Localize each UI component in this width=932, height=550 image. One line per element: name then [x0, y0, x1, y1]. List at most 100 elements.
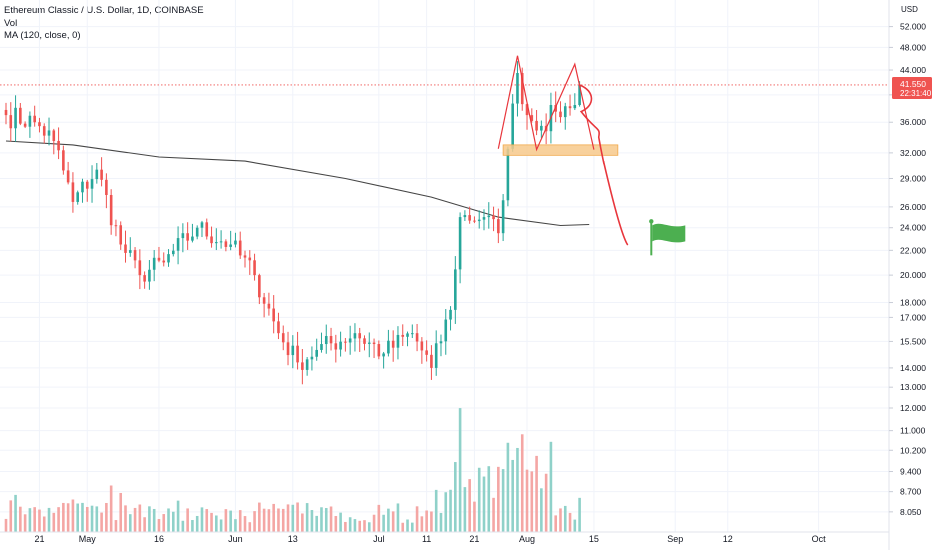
volume-bar: [477, 467, 481, 532]
candle-body: [33, 115, 36, 123]
volume-bar: [210, 512, 213, 532]
volume-bar: [262, 508, 266, 532]
candle-body: [411, 333, 414, 335]
time-axis-label: May: [79, 534, 97, 544]
volume-bar: [114, 520, 118, 532]
candle-body: [454, 269, 457, 310]
volume-bar: [42, 516, 46, 532]
candle-body: [358, 333, 362, 339]
volume-bar: [152, 508, 156, 532]
volume-bars: [4, 408, 581, 532]
candle-body: [47, 130, 51, 136]
candle-body: [100, 169, 103, 180]
volume-bar: [473, 501, 476, 532]
candle-body: [324, 336, 328, 345]
volume-bar: [215, 515, 218, 532]
volume-bar: [497, 466, 500, 532]
candle-body: [315, 349, 318, 357]
candle-body: [138, 260, 142, 276]
candle-body: [535, 120, 538, 131]
volume-bar: [181, 520, 185, 532]
candle-body: [497, 219, 500, 234]
volume-bar: [9, 500, 13, 532]
candle-body: [219, 241, 223, 243]
volume-bar: [377, 504, 381, 532]
price-axis-label: 8.700: [900, 487, 922, 497]
volume-bar: [224, 509, 228, 532]
support-zone[interactable]: [502, 144, 619, 156]
flag-icon[interactable]: [649, 219, 686, 256]
volume-bar: [353, 519, 357, 532]
last-price-badge: [892, 76, 932, 99]
volume-bar: [14, 494, 17, 532]
volume-bar: [234, 519, 237, 532]
volume-bar: [468, 479, 471, 532]
volume-bar: [554, 515, 557, 532]
chart-legend: Ethereum Classic / U.S. Dollar, 1D, COIN…: [4, 5, 204, 43]
moving-average-label[interactable]: MA (120, close, 0): [4, 30, 81, 41]
price-axis-label: 8.050: [900, 507, 922, 517]
price-axis[interactable]: USD52.00048.00044.00040.00036.00032.0002…: [888, 0, 932, 550]
candle-body: [363, 338, 366, 344]
candle-body: [516, 73, 519, 104]
candle-body: [23, 123, 27, 127]
volume-bar: [205, 509, 209, 532]
double-top-zigzag[interactable]: [497, 55, 595, 152]
candle-body: [128, 250, 132, 253]
volume-bar: [506, 442, 510, 532]
candle-body: [38, 122, 41, 127]
volume-bar: [411, 522, 414, 532]
candle-body: [444, 319, 448, 342]
volume-bar: [119, 492, 123, 532]
volume-bar: [248, 522, 252, 532]
volume-bar: [511, 459, 514, 532]
volume-bar: [430, 511, 433, 532]
volume-bar: [172, 511, 175, 532]
candle-body: [133, 250, 137, 261]
grid: [0, 0, 889, 532]
volume-bar: [516, 447, 519, 532]
volume-bar: [540, 488, 543, 532]
volume-bar: [124, 505, 127, 532]
candle-body: [425, 350, 428, 355]
volume-bar: [253, 511, 256, 532]
time-axis-label: Oct: [812, 534, 827, 544]
candle-body: [234, 240, 237, 245]
volume-bar: [482, 476, 486, 532]
volume-bar: [396, 503, 400, 532]
candle-body: [310, 356, 314, 360]
candle-body: [109, 195, 113, 226]
projected-path[interactable]: [578, 84, 629, 246]
candle-body: [258, 275, 261, 298]
candle-body: [119, 225, 123, 245]
time-axis-label: 21: [34, 534, 44, 544]
volume-bar: [28, 508, 32, 532]
candle-body: [329, 336, 333, 344]
candle-body: [391, 340, 395, 348]
candle-body: [305, 359, 309, 370]
candle-body: [482, 217, 486, 220]
candle-body: [458, 217, 462, 270]
volume-bar: [238, 510, 242, 532]
volume-bar: [549, 441, 553, 532]
time-axis[interactable]: 21 May 16 Jun 13 Jul 11 21 Aug 15 Sep 12 Oct: [0, 531, 889, 544]
price-axis-label: 52.000: [900, 22, 926, 32]
candle-body: [420, 341, 424, 351]
volume-indicator-label[interactable]: Vol: [4, 17, 18, 29]
volume-bar: [52, 512, 56, 532]
price-axis-label: 14.000: [900, 363, 926, 373]
candle-body: [559, 111, 562, 118]
price-axis-label: 24.000: [900, 223, 926, 233]
price-axis-label: 15.500: [900, 336, 926, 346]
volume-bar: [334, 516, 338, 532]
volume-bar: [243, 516, 247, 532]
volume-bar: [267, 509, 271, 532]
candle-body: [439, 341, 443, 344]
volume-bar: [19, 506, 22, 532]
price-axis-label: 20.000: [900, 270, 926, 280]
candle-body: [367, 342, 371, 344]
candle-body: [262, 297, 266, 304]
symbol-title[interactable]: Ethereum Classic / U.S. Dollar, 1D, COIN…: [4, 5, 204, 16]
